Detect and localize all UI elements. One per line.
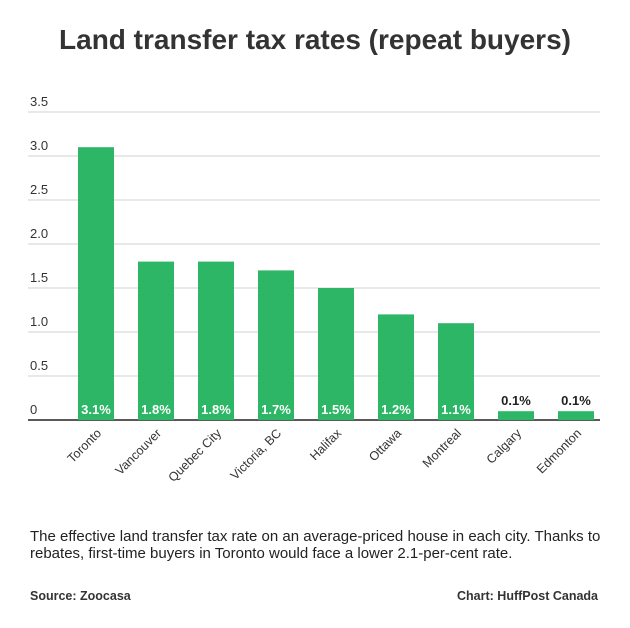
x-tick-label: Halifax [307,426,344,463]
bar-chart: 0 0.5 1.0 1.5 2.0 2.5 3.0 3.5 3.1% 1.8% 1.8% 1.7% 1… [28,94,600,485]
data-label: 3.1% [81,402,111,417]
x-axis-ticks: Toronto Vancouver Quebec City Victoria, BC H… [65,426,584,485]
bars [78,147,594,420]
x-tick-label: Ottawa [366,426,404,464]
data-label: 1.7% [261,402,291,417]
bar [378,314,414,420]
bar [558,411,594,420]
bar [78,147,114,420]
y-tick-label: 2.5 [30,182,48,197]
data-label: 1.8% [141,402,171,417]
data-label: 1.8% [201,402,231,417]
data-label: 1.1% [441,402,471,417]
y-tick-label: 3.5 [30,94,48,109]
bar [498,411,534,420]
y-tick-label: 1.5 [30,270,48,285]
x-tick-label: Edmonton [534,426,584,476]
data-label: 1.5% [321,402,351,417]
y-tick-label: 1.0 [30,314,48,329]
x-tick-label: Montreal [420,426,464,470]
x-tick-label: Calgary [484,426,525,467]
chart-credit: Chart: HuffPost Canada [457,589,598,603]
chart-title: Land transfer tax rates (repeat buyers) [59,24,571,55]
bar [258,270,294,420]
y-tick-label: 0.5 [30,358,48,373]
y-tick-label: 0 [30,402,37,417]
x-tick-label: Victoria, BC [228,426,284,482]
bar [198,261,234,420]
source-note: Source: Zoocasa [30,589,131,603]
grid-lines [28,111,600,421]
data-labels: 3.1% 1.8% 1.8% 1.7% 1.5% 1.2% 1.1% 0.1% 0.1% [81,393,591,417]
bar [318,288,354,420]
x-tick-label: Toronto [65,426,104,465]
y-tick-label: 3.0 [30,138,48,153]
y-tick-label: 2.0 [30,226,48,241]
y-axis-ticks: 0 0.5 1.0 1.5 2.0 2.5 3.0 3.5 [30,94,48,417]
bar [138,261,174,420]
data-label: 0.1% [561,393,591,408]
data-label: 1.2% [381,402,411,417]
bar [438,323,474,420]
x-tick-label: Vancouver [113,426,165,478]
data-label: 0.1% [501,393,531,408]
chart-caption: The effective land transfer tax rate on … [30,528,601,562]
x-tick-label: Quebec City [166,426,225,485]
